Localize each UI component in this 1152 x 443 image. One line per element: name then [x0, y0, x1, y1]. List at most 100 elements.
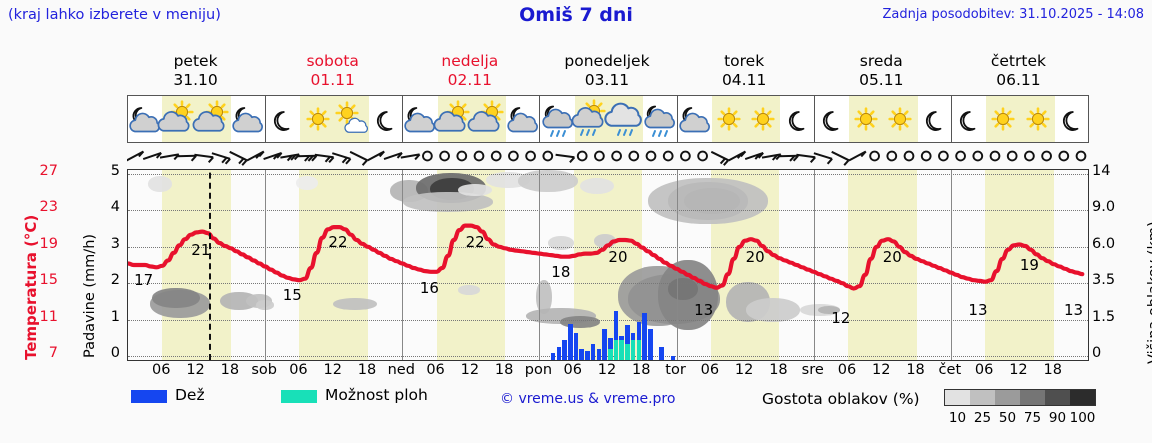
cloud-density-tick-label: 100 — [1069, 410, 1096, 426]
night-clear-icon — [1050, 97, 1094, 141]
temperature-value-label: 17 — [134, 271, 154, 289]
last-update-text: Zadnja posodobitev: 31.10.2025 - 14:08 — [882, 7, 1144, 22]
sun-cloud-rain-icon — [570, 97, 614, 141]
daylight-band — [162, 170, 231, 360]
x-axis-tick-label: 12 — [872, 362, 891, 378]
precipitation-tick: 3 — [110, 235, 120, 252]
cloud-density-blob — [746, 298, 800, 322]
temperature-tick: 19 — [39, 235, 58, 252]
shower-bar-segment — [636, 340, 642, 360]
sun-clear-icon — [981, 97, 1025, 141]
day-name: torek — [724, 52, 765, 70]
day-headers: petek 31.10 sobota 01.11 nedelja 02.11 ponedel… — [127, 52, 1089, 92]
night-cloudy-icon — [123, 97, 167, 141]
temperature-tick: 7 — [48, 345, 58, 361]
x-axis-tick-label: sre — [801, 362, 824, 378]
night-clear-icon — [810, 97, 854, 141]
day-separator-line — [814, 170, 815, 360]
day-date: 05.11 — [859, 71, 904, 89]
night-clear-icon — [261, 97, 305, 141]
sun-cloud-icon — [157, 97, 201, 141]
day-separator-line — [951, 170, 952, 360]
sun-clear-icon — [741, 97, 785, 141]
day-header-3: ponedeljek 03.11 — [538, 52, 675, 90]
cloud-height-tick: 3.5 — [1092, 272, 1116, 289]
cloud-density-swatch — [995, 390, 1020, 405]
cloud-density-blob — [648, 178, 768, 224]
precipitation-bar — [579, 349, 584, 360]
day-name: nedelja — [441, 52, 499, 70]
sun-clear-icon — [878, 97, 922, 141]
day-name: petek — [173, 52, 218, 70]
x-axis-tick-label: ned — [387, 362, 415, 378]
shower-legend-swatch — [281, 390, 317, 403]
cloud-height-tick: 6.0 — [1092, 235, 1116, 252]
night-cloudy-icon — [501, 97, 545, 141]
weather-icon-strip — [127, 95, 1089, 143]
night-cloudy-icon — [398, 97, 442, 141]
temperature-value-label: 20 — [882, 248, 902, 267]
day-header-1: sobota 01.11 — [264, 52, 401, 90]
x-axis-tick-label: 06 — [837, 362, 857, 378]
x-axis-tick-label: 18 — [632, 362, 651, 378]
day-header-5: sreda 05.11 — [813, 52, 950, 90]
x-axis-tick-label: 12 — [734, 362, 754, 378]
temperature-value-label: 15 — [282, 286, 302, 305]
day-separator-line — [677, 170, 678, 360]
copyright-text[interactable]: © vreme.us & vreme.pro — [500, 391, 676, 407]
day-separator-line — [539, 170, 540, 360]
precipitation-bar — [608, 338, 613, 360]
x-axis-tick-label: 06 — [700, 362, 720, 378]
current-time-marker — [209, 170, 212, 360]
weather-icon-day-4 — [676, 96, 814, 142]
x-axis-tick-label: 06 — [974, 362, 994, 378]
rain-legend-swatch — [131, 390, 167, 403]
cloud-density-blob — [580, 178, 614, 194]
day-name: četrtek — [990, 52, 1046, 70]
x-axis-tick-label: 12 — [597, 362, 617, 378]
page-title: Omiš 7 dni — [519, 4, 633, 26]
weather-icon-day-1 — [265, 96, 402, 142]
precipitation-bar — [613, 310, 619, 360]
precipitation-bar — [648, 329, 653, 360]
temperature-value-label: 16 — [419, 278, 439, 297]
day-header-0: petek 31.10 — [127, 52, 264, 90]
precipitation-tick: 2 — [110, 272, 120, 289]
cloud-density-swatch — [1020, 390, 1045, 405]
cloud-height-tick: 1.5 — [1092, 308, 1116, 325]
cloud-height-axis-title: Višina oblakov (km) — [1146, 221, 1152, 364]
cloud-height-tick: 14 — [1092, 163, 1111, 179]
shower-bar-segment — [619, 340, 624, 360]
cloud-density-swatch — [945, 390, 970, 405]
menu-hint-text: (kraj lahko izberete v meniju) — [8, 7, 221, 23]
x-axis-tick-label: sob — [251, 362, 277, 378]
shower-bar-segment — [625, 343, 630, 360]
x-axis-tick-label: 18 — [220, 362, 240, 378]
temperature-axis-title: Temperatura (°C) — [22, 214, 40, 360]
cloud-density-tick-label: 90 — [1048, 410, 1067, 426]
sun-clear-icon — [296, 97, 340, 141]
daylight-band — [985, 170, 1054, 360]
temperature-value-label: 19 — [1019, 255, 1039, 274]
day-name: ponedeljek — [564, 52, 650, 70]
x-axis-tick-label: 06 — [152, 362, 171, 378]
precipitation-bar — [590, 343, 596, 360]
precipitation-tick: 1 — [110, 308, 120, 325]
horizontal-gridline — [128, 174, 1088, 175]
day-header-6: četrtek 06.11 — [950, 52, 1087, 90]
day-date: 31.10 — [173, 71, 218, 89]
x-axis-tick-label: 18 — [494, 362, 514, 378]
daylight-band — [848, 170, 917, 360]
rain-legend-label: Dež — [175, 386, 205, 404]
precipitation-bar — [562, 340, 567, 360]
precipitation-bar — [596, 349, 602, 360]
x-axis-tick-label: tor — [665, 362, 686, 378]
sun-clear-icon — [1016, 97, 1060, 141]
sun-clear-icon — [844, 97, 888, 141]
cloud-density-tick-label: 75 — [1023, 410, 1042, 426]
top-bar: (kraj lahko izberete v meniju) Omiš 7 dn… — [0, 0, 1152, 30]
precipitation-tick: 0 — [110, 345, 120, 361]
x-axis-tick-label: 06 — [426, 362, 445, 378]
x-axis-tick-label: 12 — [460, 362, 480, 378]
x-axis-ticks: 06 12 18 sob 06 12 18 ned 06 12 18 pon 06 12 18 tor 06 12… — [127, 362, 1089, 384]
